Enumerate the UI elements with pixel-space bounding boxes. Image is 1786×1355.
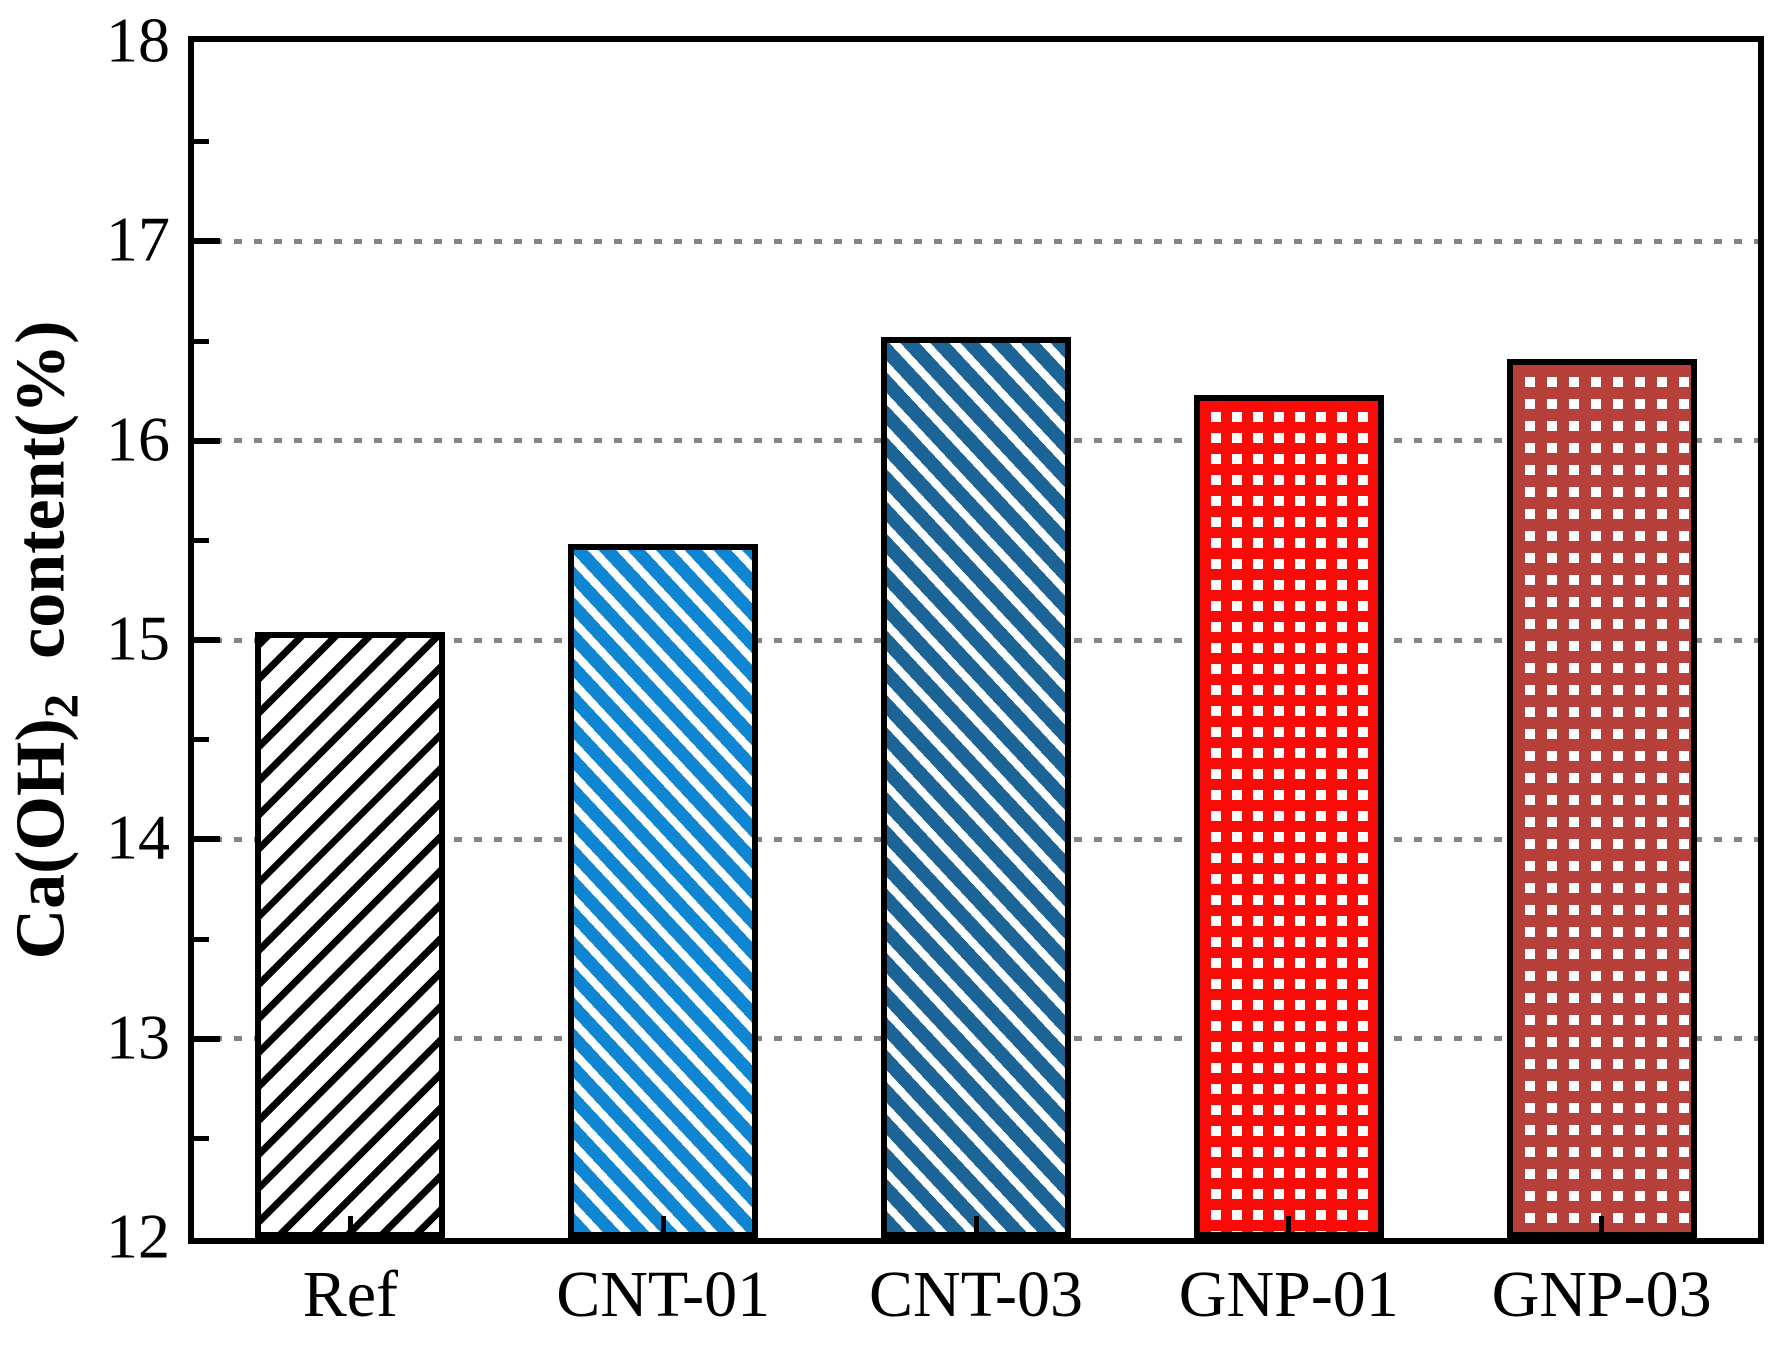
y-minor-tick	[194, 737, 209, 743]
bar-gnp-01	[1193, 394, 1384, 1238]
x-axis-tick	[1286, 1216, 1292, 1238]
x-tick-label: Ref	[302, 1258, 399, 1331]
y-tick-label: 18	[106, 4, 170, 76]
bar-ref	[255, 632, 446, 1238]
x-axis-tick	[660, 1216, 666, 1238]
x-tick-label: GNP-03	[1491, 1258, 1712, 1331]
y-major-tick	[194, 238, 220, 245]
y-tick-label: 15	[106, 602, 170, 674]
x-axis-tick	[973, 1216, 979, 1238]
bar-gnp-03	[1506, 358, 1697, 1238]
x-axis-tick	[347, 1216, 353, 1238]
y-tick-label: 17	[106, 204, 170, 276]
y-tick-label: 13	[106, 1001, 170, 1073]
y-tick-label: 16	[106, 403, 170, 475]
y-major-tick	[194, 1035, 220, 1042]
y-minor-tick	[194, 936, 209, 942]
y-minor-tick	[194, 139, 209, 145]
gridline-17	[194, 238, 1758, 244]
x-tick-label: CNT-03	[869, 1258, 1083, 1331]
y-major-tick	[194, 637, 220, 643]
bar-cnt-03	[881, 337, 1071, 1238]
y-axis-title-subscript: 2	[33, 693, 89, 719]
bar-cnt-01	[568, 544, 759, 1238]
y-major-tick	[194, 836, 220, 843]
y-minor-tick	[194, 1135, 209, 1141]
y-major-tick	[194, 437, 220, 444]
x-tick-label: GNP-01	[1178, 1258, 1399, 1331]
plot-area	[188, 36, 1764, 1244]
y-tick-label: 14	[106, 802, 170, 874]
y-tick-label: 12	[106, 1200, 170, 1272]
x-axis-tick	[1599, 1216, 1605, 1238]
x-tick-label: CNT-01	[556, 1258, 771, 1331]
y-minor-tick	[194, 537, 209, 543]
y-minor-tick	[194, 338, 209, 344]
